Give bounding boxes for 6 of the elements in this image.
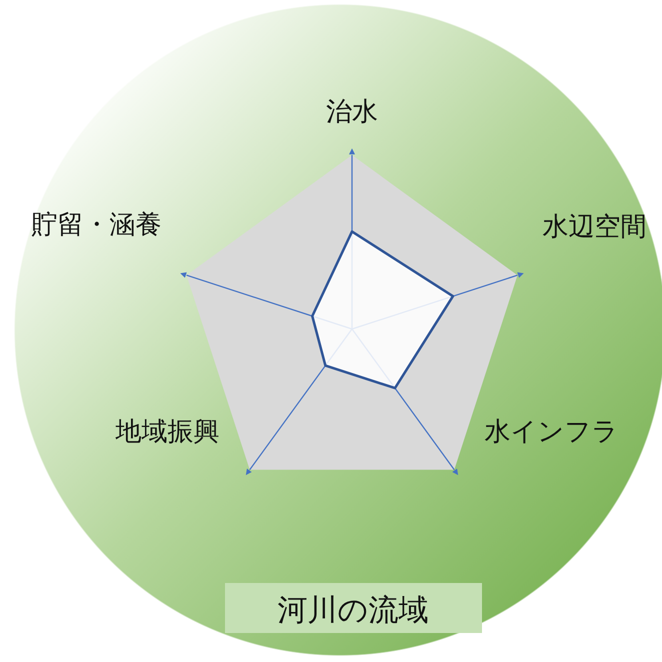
- spoke-label: 水辺空間: [542, 212, 646, 242]
- text: 河川の流域: [278, 593, 428, 628]
- spoke-label: 貯留・涵養: [32, 210, 162, 240]
- spoke-label: 地域振興: [114, 416, 220, 447]
- spoke-label: 水インフラ: [484, 416, 618, 447]
- spoke-label: 治水: [326, 97, 378, 127]
